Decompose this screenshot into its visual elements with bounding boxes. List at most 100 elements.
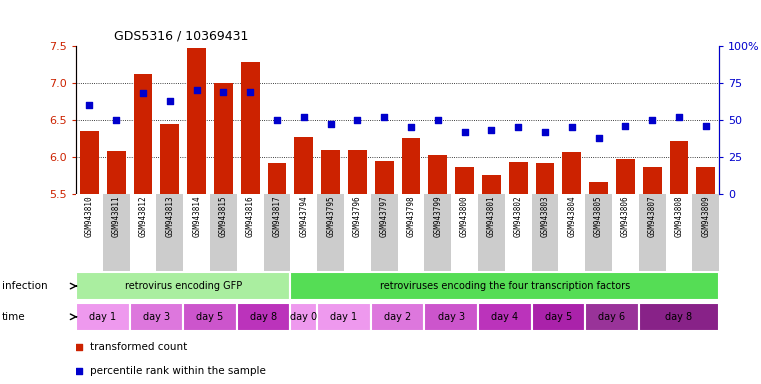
Bar <box>371 303 425 331</box>
Point <box>218 89 230 95</box>
Bar <box>670 141 689 194</box>
Text: GSM943795: GSM943795 <box>326 195 335 237</box>
Bar <box>103 194 129 271</box>
Bar <box>291 272 719 300</box>
Point <box>244 89 256 95</box>
Text: GSM943815: GSM943815 <box>219 195 228 237</box>
Text: day 1: day 1 <box>89 312 116 322</box>
Bar <box>291 194 317 271</box>
Bar <box>161 124 180 194</box>
Bar <box>237 303 291 331</box>
Bar <box>612 194 638 271</box>
Text: percentile rank within the sample: percentile rank within the sample <box>91 366 266 376</box>
Bar <box>321 150 340 194</box>
Text: GSM943812: GSM943812 <box>139 195 148 237</box>
Text: GSM943816: GSM943816 <box>246 195 255 237</box>
Bar <box>425 194 451 271</box>
Bar <box>107 151 126 194</box>
Point <box>190 88 202 94</box>
Text: GSM943809: GSM943809 <box>701 195 710 237</box>
Bar <box>478 194 505 271</box>
Text: day 8: day 8 <box>665 312 693 322</box>
Bar <box>666 194 693 271</box>
Point <box>137 90 149 96</box>
Bar <box>317 194 344 271</box>
Bar <box>589 182 608 194</box>
Bar <box>425 303 478 331</box>
Text: GSM943810: GSM943810 <box>85 195 94 237</box>
Text: infection: infection <box>2 281 47 291</box>
Bar <box>478 303 532 331</box>
Text: GDS5316 / 10369431: GDS5316 / 10369431 <box>114 29 249 42</box>
Bar <box>76 303 129 331</box>
Text: day 2: day 2 <box>384 312 411 322</box>
Point <box>565 124 578 131</box>
Bar <box>509 162 527 194</box>
Bar <box>397 194 425 271</box>
Bar <box>371 194 397 271</box>
Point <box>431 117 444 123</box>
Text: GSM943798: GSM943798 <box>406 195 416 237</box>
Point <box>84 102 96 108</box>
Point <box>699 123 712 129</box>
Bar <box>585 194 612 271</box>
Bar <box>348 150 367 194</box>
Bar <box>76 272 291 300</box>
Bar <box>291 303 317 331</box>
Text: transformed count: transformed count <box>91 342 187 352</box>
Bar <box>638 194 666 271</box>
Point <box>593 135 605 141</box>
Text: day 3: day 3 <box>143 312 170 322</box>
Point <box>646 117 658 123</box>
Bar <box>268 163 286 194</box>
Bar <box>693 194 719 271</box>
Bar <box>455 167 474 194</box>
Text: GSM943811: GSM943811 <box>112 195 121 237</box>
Point <box>619 123 632 129</box>
Bar <box>129 194 157 271</box>
Bar <box>237 194 263 271</box>
Text: day 4: day 4 <box>492 312 518 322</box>
Point <box>486 127 498 133</box>
Bar <box>616 159 635 194</box>
Point <box>378 114 390 120</box>
Bar <box>643 167 661 194</box>
Text: GSM943804: GSM943804 <box>567 195 576 237</box>
Text: day 0: day 0 <box>290 312 317 322</box>
Text: retroviruses encoding the four transcription factors: retroviruses encoding the four transcrip… <box>380 281 630 291</box>
Bar <box>559 194 585 271</box>
Point <box>298 114 310 120</box>
Point <box>73 344 85 350</box>
Text: GSM943801: GSM943801 <box>487 195 496 237</box>
Bar <box>187 48 206 194</box>
Bar <box>532 303 585 331</box>
Text: time: time <box>2 312 25 322</box>
Text: GSM943800: GSM943800 <box>460 195 469 237</box>
Bar <box>562 152 581 194</box>
Text: day 1: day 1 <box>330 312 358 322</box>
Text: day 5: day 5 <box>196 312 224 322</box>
Text: GSM943799: GSM943799 <box>433 195 442 237</box>
Bar <box>129 303 183 331</box>
Text: GSM943803: GSM943803 <box>540 195 549 237</box>
Text: GSM943817: GSM943817 <box>272 195 282 237</box>
Text: GSM943814: GSM943814 <box>193 195 201 237</box>
Text: GSM943806: GSM943806 <box>621 195 630 237</box>
Bar <box>183 194 210 271</box>
Text: GSM943813: GSM943813 <box>165 195 174 237</box>
Bar <box>263 194 291 271</box>
Point <box>110 117 123 123</box>
Bar <box>505 194 532 271</box>
Text: day 8: day 8 <box>250 312 277 322</box>
Text: GSM943805: GSM943805 <box>594 195 603 237</box>
Bar <box>482 175 501 194</box>
Bar <box>638 303 719 331</box>
Point <box>512 124 524 131</box>
Bar <box>241 62 260 194</box>
Bar <box>532 194 559 271</box>
Bar <box>402 138 420 194</box>
Bar <box>76 194 103 271</box>
Bar <box>134 74 152 194</box>
Text: GSM943802: GSM943802 <box>514 195 523 237</box>
Point <box>539 129 551 135</box>
